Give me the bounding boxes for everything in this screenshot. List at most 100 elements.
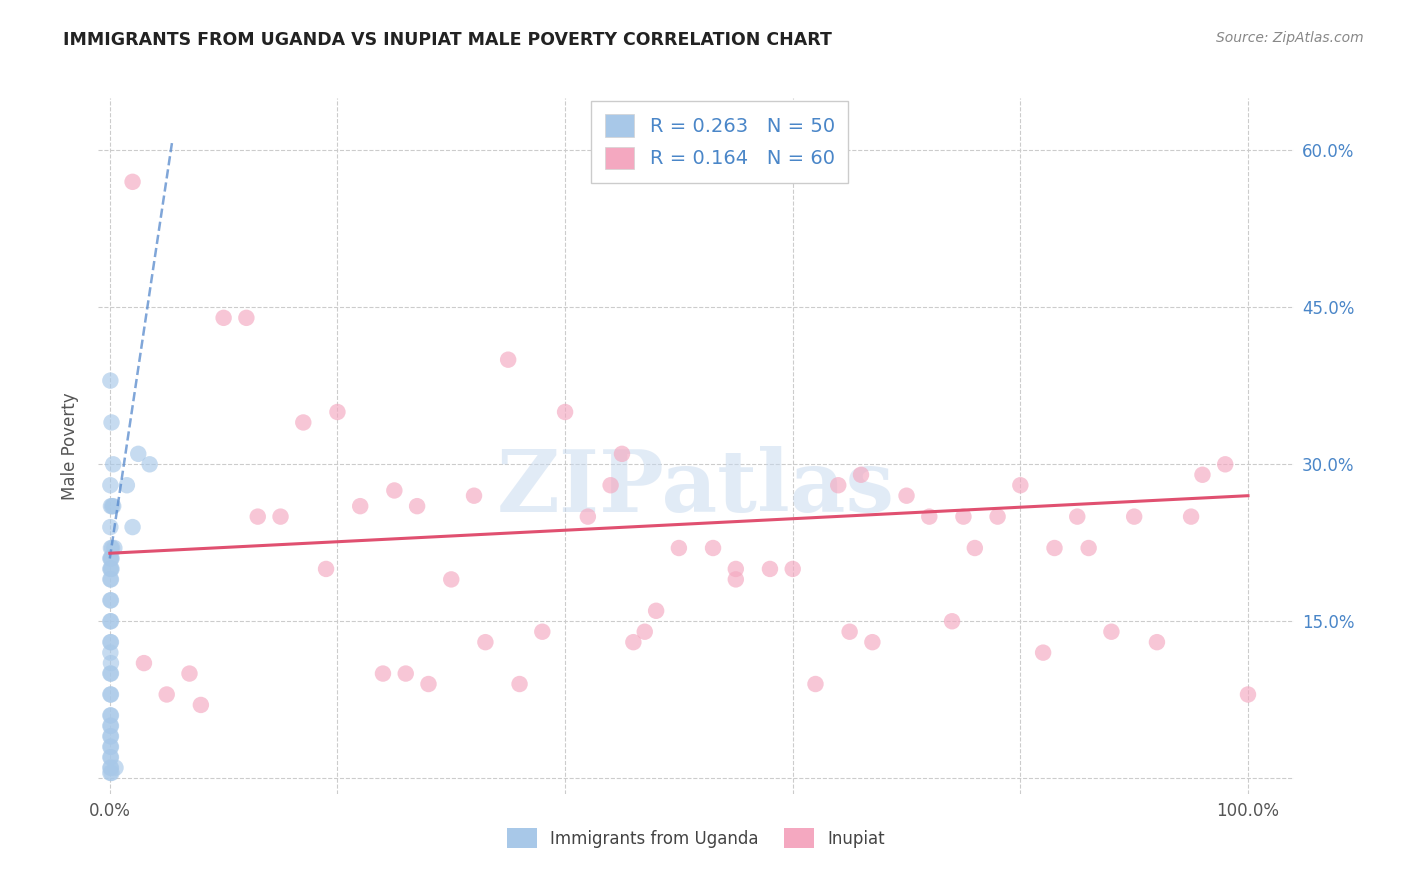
Point xyxy=(100,688,122,702)
Point xyxy=(509,677,531,691)
Text: ZIPatlas: ZIPatlas xyxy=(496,446,896,530)
Point xyxy=(101,541,124,555)
Point xyxy=(849,467,872,482)
Point xyxy=(941,614,963,628)
Point xyxy=(1010,478,1032,492)
Point xyxy=(896,489,918,503)
Point xyxy=(702,541,724,555)
Point xyxy=(104,761,127,775)
Point xyxy=(1077,541,1099,555)
Point xyxy=(440,573,463,587)
Point xyxy=(759,562,782,576)
Point xyxy=(1237,688,1260,702)
Point xyxy=(115,478,138,492)
Point xyxy=(132,656,155,670)
Point xyxy=(100,551,122,566)
Point xyxy=(292,416,315,430)
Point xyxy=(100,562,122,576)
Point xyxy=(98,520,122,534)
Point xyxy=(100,666,122,681)
Point xyxy=(406,499,429,513)
Point xyxy=(395,666,418,681)
Point xyxy=(98,614,122,628)
Point xyxy=(1213,458,1236,472)
Point xyxy=(326,405,349,419)
Point xyxy=(349,499,371,513)
Point xyxy=(98,646,122,660)
Point xyxy=(98,551,122,566)
Point xyxy=(98,688,122,702)
Point xyxy=(987,509,1010,524)
Point xyxy=(103,458,125,472)
Point xyxy=(554,405,576,419)
Point xyxy=(121,175,143,189)
Point xyxy=(382,483,405,498)
Y-axis label: Male Poverty: Male Poverty xyxy=(60,392,79,500)
Point xyxy=(1123,509,1146,524)
Point xyxy=(100,551,122,566)
Point xyxy=(100,719,122,733)
Point xyxy=(1180,509,1202,524)
Point xyxy=(918,509,941,524)
Point xyxy=(804,677,827,691)
Point xyxy=(668,541,690,555)
Point xyxy=(270,509,292,524)
Point xyxy=(100,499,122,513)
Point xyxy=(963,541,986,555)
Point xyxy=(98,766,122,780)
Point xyxy=(156,688,179,702)
Point xyxy=(246,509,269,524)
Point xyxy=(100,708,122,723)
Point xyxy=(1043,541,1066,555)
Point xyxy=(463,489,485,503)
Point xyxy=(100,541,122,555)
Point xyxy=(100,739,122,754)
Point xyxy=(827,478,849,492)
Point xyxy=(98,562,122,576)
Point xyxy=(315,562,337,576)
Point xyxy=(838,624,860,639)
Point xyxy=(418,677,440,691)
Point xyxy=(101,499,124,513)
Point xyxy=(138,458,160,472)
Point xyxy=(100,750,122,764)
Point xyxy=(179,666,201,681)
Point xyxy=(860,635,883,649)
Point xyxy=(634,624,657,639)
Point xyxy=(1032,646,1054,660)
Point xyxy=(121,520,143,534)
Point xyxy=(103,499,125,513)
Point xyxy=(100,614,122,628)
Point xyxy=(531,624,554,639)
Point xyxy=(103,541,125,555)
Point xyxy=(645,604,668,618)
Point xyxy=(474,635,496,649)
Point xyxy=(98,478,122,492)
Point xyxy=(100,593,122,607)
Point xyxy=(100,573,122,587)
Point xyxy=(952,509,974,524)
Point xyxy=(98,666,122,681)
Point xyxy=(100,562,122,576)
Point xyxy=(98,593,122,607)
Point xyxy=(127,447,149,461)
Point xyxy=(98,573,122,587)
Point xyxy=(98,719,122,733)
Point xyxy=(782,562,804,576)
Point xyxy=(100,761,122,775)
Point xyxy=(100,416,122,430)
Point xyxy=(98,739,122,754)
Point xyxy=(1066,509,1088,524)
Point xyxy=(1191,467,1213,482)
Point xyxy=(98,750,122,764)
Point xyxy=(98,635,122,649)
Point xyxy=(98,761,122,775)
Point xyxy=(724,562,747,576)
Point xyxy=(98,729,122,743)
Point xyxy=(235,310,257,325)
Point xyxy=(100,729,122,743)
Point xyxy=(100,635,122,649)
Point xyxy=(599,478,621,492)
Point xyxy=(100,656,122,670)
Text: IMMIGRANTS FROM UGANDA VS INUPIAT MALE POVERTY CORRELATION CHART: IMMIGRANTS FROM UGANDA VS INUPIAT MALE P… xyxy=(63,31,832,49)
